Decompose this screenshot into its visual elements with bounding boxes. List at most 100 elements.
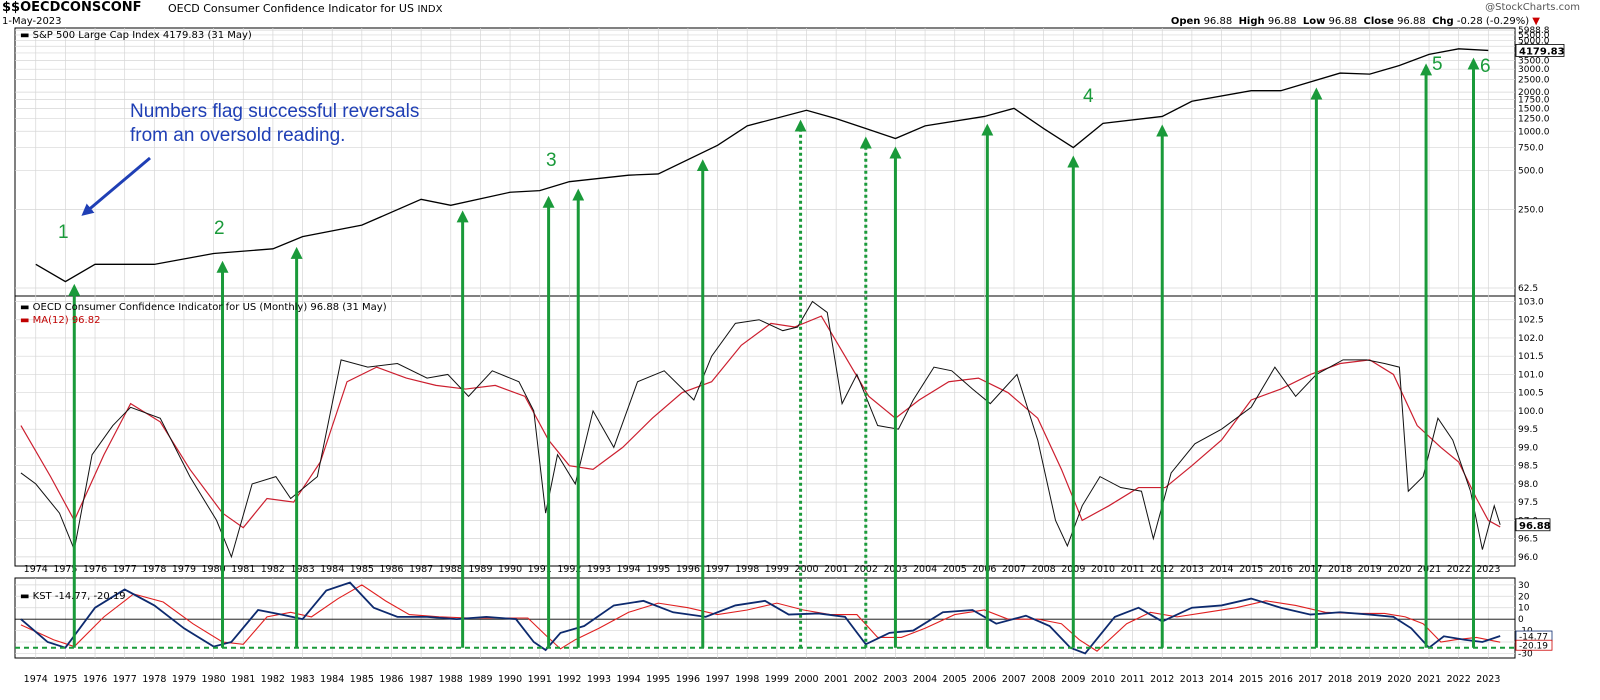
x-tick-mid: 2000 (794, 564, 818, 575)
x-tick-mid: 1975 (53, 564, 77, 575)
x-tick-bottom: 2009 (1061, 674, 1085, 685)
x-tick-bottom: 1995 (646, 674, 670, 685)
reversal-number: 1 (58, 222, 69, 243)
reversal-number: 4 (1083, 86, 1094, 107)
cci-y-tick: 102.0 (1518, 334, 1544, 344)
x-tick-mid: 1987 (409, 564, 433, 575)
ma-line (20, 315, 1501, 529)
x-tick-bottom: 2017 (1298, 674, 1322, 685)
x-tick-mid: 1997 (705, 564, 729, 575)
kst-last-value: -14.77 (1519, 633, 1548, 643)
x-tick-bottom: 1984 (320, 674, 344, 685)
x-tick-mid: 1999 (765, 564, 789, 575)
x-tick-mid: 1990 (498, 564, 522, 575)
x-tick-mid: 2011 (1120, 564, 1144, 575)
x-tick-mid: 2010 (1091, 564, 1115, 575)
x-tick-mid: 1993 (587, 564, 611, 575)
x-tick-mid: 1992 (557, 564, 581, 575)
x-tick-bottom: 2010 (1091, 674, 1115, 685)
x-tick-mid: 2005 (943, 564, 967, 575)
sp500-panel (14, 27, 1516, 297)
x-tick-bottom: 2001 (824, 674, 848, 685)
annotation-arrow (81, 156, 151, 216)
x-tick-bottom: 2019 (1358, 674, 1382, 685)
x-tick-bottom: 1985 (350, 674, 374, 685)
close-value: 96.88 (1397, 16, 1426, 27)
chg-label: Chg (1432, 16, 1454, 27)
x-tick-mid: 1989 (468, 564, 492, 575)
x-tick-mid: 2019 (1358, 564, 1382, 575)
sp500-y-tick: 1250.0 (1518, 115, 1550, 125)
cci-line (20, 300, 1501, 559)
kst-panel-label: ▬ KST -14.77, -20.19 (20, 591, 126, 602)
kst-y-tick: -30 (1518, 649, 1533, 659)
cci-y-tick: 97.5 (1518, 498, 1538, 508)
chg-value: -0.28 (-0.29%) (1456, 16, 1530, 27)
sp500-last-value-box (1515, 44, 1565, 57)
x-tick-mid: 1986 (379, 564, 403, 575)
x-tick-bottom: 1976 (83, 674, 107, 685)
kst-values-text: -14.77, -20.19 (54, 591, 126, 602)
high-label: High (1238, 16, 1265, 27)
reversal-number: 2 (214, 218, 225, 239)
cci-y-tick: 102.5 (1518, 316, 1544, 326)
x-tick-bottom: 2008 (1032, 674, 1056, 685)
x-tick-bottom: 2013 (1180, 674, 1204, 685)
x-tick-mid: 1995 (646, 564, 670, 575)
annotation-line-2: from an oversold reading. (130, 125, 346, 146)
x-tick-bottom: 2023 (1476, 674, 1500, 685)
x-tick-mid: 2022 (1447, 564, 1471, 575)
x-tick-mid: 2001 (824, 564, 848, 575)
symbol: $$OECDCONSCONF (2, 0, 142, 15)
cci-panel-label: ▬ OECD Consumer Confidence Indicator for… (20, 302, 387, 313)
sp500-y-tick: 750.0 (1518, 144, 1544, 154)
x-tick-bottom: 1986 (379, 674, 403, 685)
kst-name-text: KST (32, 591, 52, 602)
x-tick-bottom: 1994 (617, 674, 641, 685)
sp500-y-tick: 1500.0 (1518, 104, 1550, 114)
kst-panel (14, 577, 1516, 659)
sp500-y-tick: 500.0 (1518, 166, 1544, 176)
x-tick-bottom: 2021 (1417, 674, 1441, 685)
sp500-y-tick: 1000.0 (1518, 127, 1550, 137)
sp500-y-tick: 5988.8 (1518, 26, 1550, 36)
reversal-number: 5 (1432, 54, 1443, 75)
cci-last-value: 96.88 (1519, 521, 1551, 532)
annotation-line-1: Numbers flag successful reversals (130, 101, 420, 122)
kst-y-tick: 0 (1518, 615, 1524, 625)
x-tick-mid: 1981 (231, 564, 255, 575)
kst-signal-value-box (1515, 639, 1553, 651)
x-tick-bottom: 1998 (735, 674, 759, 685)
x-tick-mid: 2023 (1476, 564, 1500, 575)
x-tick-bottom: 2014 (1209, 674, 1233, 685)
kst-y-tick: 30 (1518, 581, 1530, 591)
sp500-y-tick: 5500.0 (1518, 31, 1550, 41)
x-tick-bottom: 2016 (1269, 674, 1293, 685)
x-tick-mid: 1991 (528, 564, 552, 575)
cci-y-tick: 101.5 (1518, 352, 1544, 362)
x-tick-bottom: 1988 (439, 674, 463, 685)
x-tick-mid: 1982 (261, 564, 285, 575)
cci-y-tick: 98.5 (1518, 462, 1538, 472)
annotation-text: Numbers flag successful reversals from a… (130, 100, 419, 148)
down-arrow-icon: ▼ (1532, 16, 1540, 27)
x-tick-mid: 1996 (676, 564, 700, 575)
x-tick-mid: 1976 (83, 564, 107, 575)
x-tick-mid: 2018 (1328, 564, 1352, 575)
x-tick-bottom: 2002 (854, 674, 878, 685)
x-tick-bottom: 2022 (1447, 674, 1471, 685)
sp500-y-tick: 62.5 (1518, 284, 1538, 294)
sp500-line (35, 48, 1489, 283)
x-tick-bottom: 1989 (468, 674, 492, 685)
x-tick-mid: 2016 (1269, 564, 1293, 575)
ma-panel-label: ▬ MA(12) 96.82 (20, 315, 101, 326)
x-tick-mid: 2014 (1209, 564, 1233, 575)
cci-y-tick: 100.0 (1518, 407, 1544, 417)
x-tick-bottom: 1999 (765, 674, 789, 685)
kst-y-tick: 20 (1518, 592, 1530, 602)
x-tick-mid: 1979 (172, 564, 196, 575)
sp500-panel-label: ▬ S&P 500 Large Cap Index 4179.83 (31 Ma… (20, 30, 252, 41)
x-tick-mid: 1983 (290, 564, 314, 575)
cci-y-tick: 103.0 (1518, 297, 1544, 307)
exchange-text: INDX (417, 4, 443, 15)
